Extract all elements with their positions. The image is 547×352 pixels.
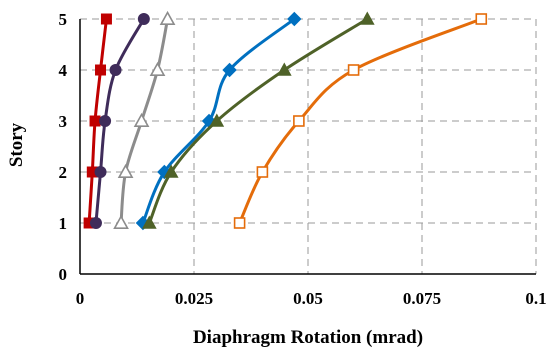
series-4-point-5 — [287, 11, 302, 27]
y-tick-label-2: 2 — [59, 163, 68, 182]
series-3 — [113, 10, 176, 229]
series-5-point-4 — [276, 62, 292, 76]
series-6-point-1 — [233, 217, 246, 229]
series-2-point-3 — [99, 115, 112, 127]
axes — [79, 19, 536, 275]
series-3-point-5 — [159, 10, 176, 26]
series-6-point-3 — [293, 115, 305, 127]
series-6-point-4 — [347, 64, 360, 76]
series-group — [83, 10, 488, 231]
series-5-point-3 — [209, 113, 225, 127]
series-5-point-1 — [141, 215, 157, 229]
series-1-point-4 — [95, 64, 107, 76]
series-3-point-3 — [133, 112, 150, 127]
x-tick-label-3: 0.075 — [403, 289, 441, 308]
x-axis-title: Diaphragm Rotation (mrad) — [193, 327, 423, 348]
y-tick-label-0: 0 — [59, 265, 68, 284]
series-5-point-5 — [359, 11, 375, 25]
tick-labels: 0 1 2 3 4 5 0 0.025 0.05 0.075 0.1 — [59, 10, 547, 308]
y-axis-title: Story — [6, 122, 27, 167]
series-2 — [89, 13, 150, 229]
series-1 — [83, 13, 112, 229]
series-2-point-2 — [94, 166, 107, 178]
series-6 — [233, 13, 488, 229]
y-tick-label-5: 5 — [59, 10, 68, 29]
series-3-point-4 — [149, 61, 166, 76]
x-tick-label-2: 0.05 — [293, 289, 323, 308]
series-5 — [141, 11, 375, 229]
series-2-point-4 — [109, 64, 122, 76]
series-4-point-4 — [222, 62, 237, 78]
series-6-line — [238, 17, 482, 224]
gridlines — [80, 18, 537, 274]
series-3-point-2 — [117, 163, 134, 178]
series-2-point-5 — [137, 13, 150, 25]
y-tick-label-3: 3 — [59, 112, 68, 131]
series-3-point-1 — [113, 214, 129, 229]
x-tick-label-4: 0.1 — [525, 289, 546, 308]
series-6-point-2 — [256, 166, 269, 178]
x-tick-label-1: 0.025 — [175, 289, 213, 308]
series-5-line — [147, 17, 369, 224]
series-6-point-5 — [475, 13, 488, 25]
y-tick-label-4: 4 — [59, 61, 68, 80]
series-1-point-5 — [100, 13, 112, 25]
series-5-point-2 — [163, 164, 179, 178]
series-4 — [135, 11, 302, 231]
x-tick-label-0: 0 — [76, 289, 85, 308]
series-1-point-3 — [89, 115, 101, 127]
y-tick-label-1: 1 — [59, 214, 68, 233]
series-2-point-1 — [89, 217, 102, 229]
